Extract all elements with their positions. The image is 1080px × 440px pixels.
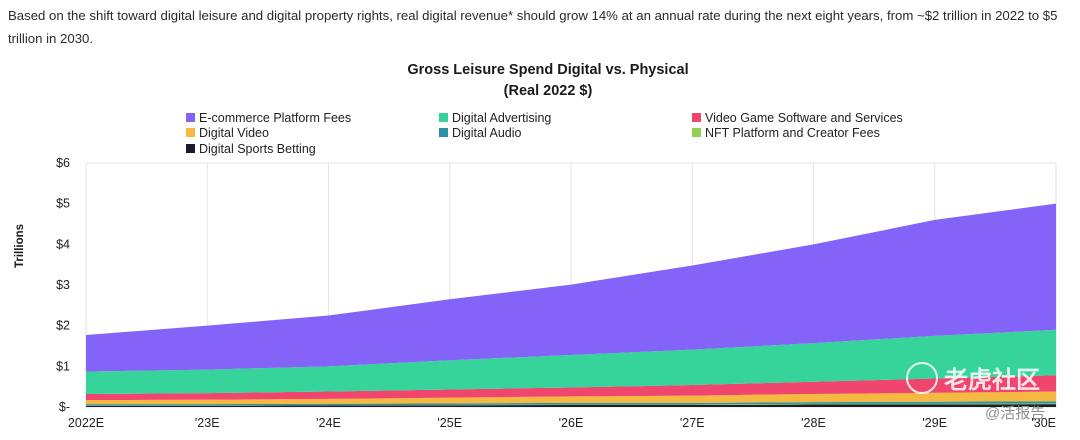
legend-label: Digital Video (199, 126, 269, 140)
intro-paragraph: Based on the shift toward digital leisur… (8, 8, 1058, 46)
area-series-digital-advertising (86, 329, 1056, 394)
legend-item-nft: NFT Platform and Creator Fees (692, 125, 880, 141)
legend-item-video-game: Video Game Software and Services (692, 110, 903, 126)
watermark-text: 老虎社区 (944, 367, 1040, 394)
legend-item-digital-audio: Digital Audio (439, 125, 522, 141)
watermark-sub: @活报告 (985, 405, 1046, 422)
y-tick-label: $1 (56, 359, 70, 373)
legend-item-ecommerce: E-commerce Platform Fees (186, 110, 351, 126)
x-tick-label: '30E (1031, 416, 1056, 430)
x-tick-label: '27E (680, 416, 705, 430)
legend-swatch (692, 113, 701, 122)
area-series-digital-audio (86, 401, 1056, 406)
y-tick-label: $2 (56, 319, 70, 333)
area-series-digital-video (86, 391, 1056, 405)
legend-label: Digital Audio (452, 126, 522, 140)
x-tick-label: '28E (801, 416, 826, 430)
y-tick-label: $- (59, 400, 70, 414)
x-tick-label: '23E (195, 416, 220, 430)
legend-label: Digital Advertising (452, 111, 552, 125)
legend-swatch (439, 128, 448, 137)
legend-swatch (186, 128, 195, 137)
legend-item-sports-betting: Digital Sports Betting (186, 141, 316, 157)
watermark: 老虎社区 (906, 360, 1040, 395)
legend-swatch (439, 113, 448, 122)
area-series-e-commerce-platform-fees (86, 203, 1056, 372)
legend-item-digital-video: Digital Video (186, 125, 269, 141)
chart-title: Gross Leisure Spend Digital vs. Physical (407, 62, 689, 78)
watermark-logo-icon (906, 362, 938, 394)
y-tick-label: $6 (56, 156, 70, 170)
y-tick-label: $3 (56, 278, 70, 292)
x-tick-label: '29E (922, 416, 947, 430)
legend-label: E-commerce Platform Fees (199, 111, 352, 125)
legend-label: Digital Sports Betting (199, 142, 316, 156)
x-tick-label: 2022E (68, 416, 104, 430)
y-tick-label: $4 (56, 237, 70, 251)
chart-title-block: Gross Leisure Spend Digital vs. Physical… (0, 60, 1080, 102)
x-tick-label: '25E (437, 416, 462, 430)
legend-item-digital-advertising: Digital Advertising (439, 110, 551, 126)
y-tick-label: $5 (56, 197, 70, 211)
legend-swatch (186, 113, 195, 122)
legend-swatch (186, 144, 195, 153)
x-tick-label: '26E (559, 416, 584, 430)
x-tick-label: '24E (316, 416, 341, 430)
legend-swatch (692, 128, 701, 137)
chart-subtitle: (Real 2022 $) (503, 83, 593, 99)
legend-label: Video Game Software and Services (705, 111, 903, 125)
area-series-video-game-software-and-services (86, 375, 1056, 401)
legend-label: NFT Platform and Creator Fees (705, 126, 880, 140)
area-series-digital-sports-betting (86, 404, 1056, 407)
